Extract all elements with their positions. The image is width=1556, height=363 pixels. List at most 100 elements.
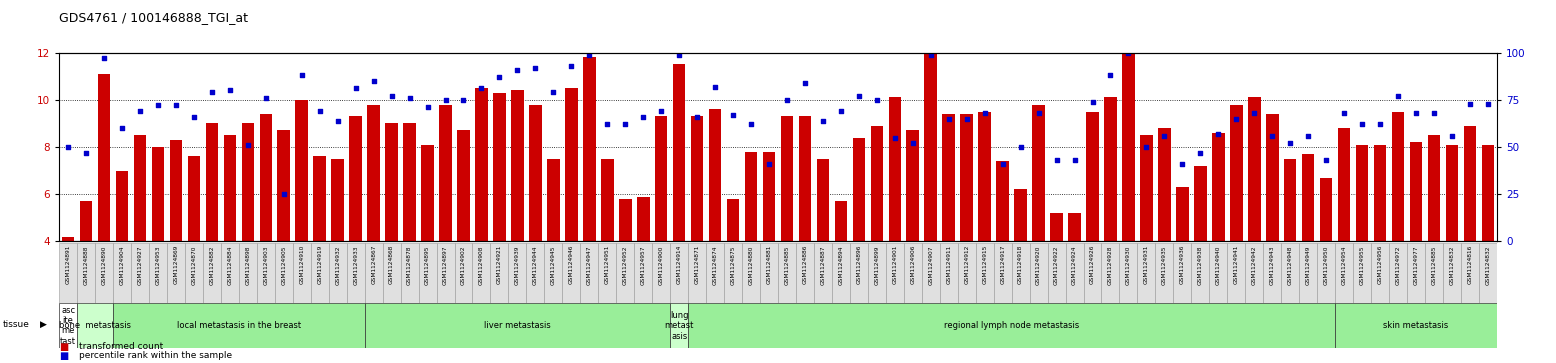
Bar bbox=[79, 201, 92, 241]
Text: GSM1124888: GSM1124888 bbox=[84, 245, 89, 285]
Bar bbox=[224, 135, 237, 241]
Bar bbox=[331, 159, 344, 241]
Text: GSM1124972: GSM1124972 bbox=[1396, 245, 1400, 285]
Text: GSM1124910: GSM1124910 bbox=[299, 245, 305, 284]
Bar bbox=[798, 116, 811, 241]
Text: GSM1124940: GSM1124940 bbox=[1215, 245, 1221, 285]
Bar bbox=[762, 152, 775, 241]
Text: GSM1124944: GSM1124944 bbox=[532, 245, 538, 285]
Bar bbox=[1069, 213, 1081, 241]
Bar bbox=[979, 112, 991, 241]
Text: GSM1124912: GSM1124912 bbox=[965, 245, 969, 284]
Point bbox=[918, 52, 943, 57]
Text: GSM1124939: GSM1124939 bbox=[515, 245, 520, 285]
Bar bbox=[671, 243, 688, 303]
Point bbox=[613, 122, 638, 127]
Point bbox=[487, 74, 512, 80]
Text: GSM1124924: GSM1124924 bbox=[1072, 245, 1077, 285]
Bar bbox=[328, 243, 347, 303]
Bar bbox=[957, 243, 976, 303]
Point bbox=[1008, 144, 1033, 150]
Bar bbox=[1425, 243, 1442, 303]
Text: GSM1124935: GSM1124935 bbox=[1162, 245, 1167, 285]
Bar bbox=[1410, 142, 1422, 241]
Text: GSM1124945: GSM1124945 bbox=[551, 245, 555, 285]
Text: GSM1124920: GSM1124920 bbox=[1036, 245, 1041, 285]
Bar bbox=[1354, 243, 1371, 303]
Point bbox=[56, 144, 81, 150]
Bar bbox=[960, 114, 972, 241]
Bar bbox=[817, 159, 829, 241]
Bar bbox=[95, 243, 114, 303]
Point bbox=[666, 52, 691, 57]
Text: GSM1124901: GSM1124901 bbox=[892, 245, 898, 284]
Point bbox=[775, 97, 800, 103]
Text: GSM1124977: GSM1124977 bbox=[1413, 245, 1419, 285]
Text: regional lymph node metastasis: regional lymph node metastasis bbox=[944, 321, 1080, 330]
Bar bbox=[652, 243, 671, 303]
Point bbox=[1422, 110, 1447, 116]
Bar bbox=[1374, 145, 1386, 241]
Bar bbox=[238, 243, 257, 303]
Bar bbox=[277, 131, 289, 241]
Bar bbox=[885, 243, 904, 303]
Bar bbox=[1319, 178, 1332, 241]
Bar bbox=[1229, 105, 1243, 241]
Text: GSM1124885: GSM1124885 bbox=[784, 245, 789, 285]
Point bbox=[990, 161, 1015, 167]
Text: GSM1124878: GSM1124878 bbox=[408, 245, 412, 285]
Point bbox=[1099, 72, 1123, 78]
Bar bbox=[1390, 243, 1407, 303]
Bar bbox=[904, 243, 921, 303]
Point bbox=[1404, 110, 1428, 116]
Bar bbox=[1478, 243, 1497, 303]
Point bbox=[128, 108, 152, 114]
Point bbox=[1458, 101, 1483, 106]
Bar bbox=[296, 100, 308, 241]
Text: percentile rank within the sample: percentile rank within the sample bbox=[79, 351, 232, 360]
Bar bbox=[78, 303, 114, 348]
Bar bbox=[1461, 243, 1478, 303]
Point bbox=[1349, 122, 1374, 127]
Bar bbox=[1102, 243, 1119, 303]
Text: GSM1124951: GSM1124951 bbox=[605, 245, 610, 284]
Bar bbox=[1245, 243, 1263, 303]
Bar bbox=[1122, 34, 1134, 241]
Point bbox=[361, 78, 386, 84]
Point bbox=[199, 89, 224, 95]
Bar bbox=[1355, 145, 1368, 241]
Point bbox=[415, 105, 440, 110]
Bar bbox=[188, 156, 201, 241]
Text: GSM1124950: GSM1124950 bbox=[1324, 245, 1329, 285]
Point bbox=[109, 125, 134, 131]
Bar bbox=[834, 201, 846, 241]
Bar bbox=[1299, 243, 1316, 303]
Bar bbox=[1316, 243, 1335, 303]
Text: GSM1124882: GSM1124882 bbox=[210, 245, 215, 285]
Bar bbox=[870, 126, 884, 241]
Point bbox=[703, 84, 728, 90]
Point bbox=[1439, 133, 1464, 139]
Bar bbox=[1338, 128, 1351, 241]
Bar bbox=[509, 243, 526, 303]
Text: GSM1124936: GSM1124936 bbox=[1179, 245, 1184, 284]
Point bbox=[1313, 157, 1338, 163]
Bar bbox=[1371, 243, 1390, 303]
Text: GSM1124904: GSM1124904 bbox=[120, 245, 124, 285]
Bar bbox=[1015, 189, 1027, 241]
Point bbox=[685, 114, 710, 120]
Bar bbox=[367, 105, 380, 241]
Point bbox=[828, 108, 853, 114]
Bar bbox=[619, 199, 632, 241]
Bar bbox=[260, 114, 272, 241]
Bar bbox=[853, 138, 865, 241]
Bar bbox=[1086, 112, 1099, 241]
Bar bbox=[1446, 145, 1458, 241]
Bar bbox=[850, 243, 868, 303]
Point bbox=[271, 191, 296, 197]
Bar bbox=[78, 243, 95, 303]
Text: GSM1124908: GSM1124908 bbox=[479, 245, 484, 285]
Text: GSM1124926: GSM1124926 bbox=[1091, 245, 1095, 284]
Bar bbox=[832, 243, 850, 303]
Text: GSM1124896: GSM1124896 bbox=[856, 245, 862, 284]
